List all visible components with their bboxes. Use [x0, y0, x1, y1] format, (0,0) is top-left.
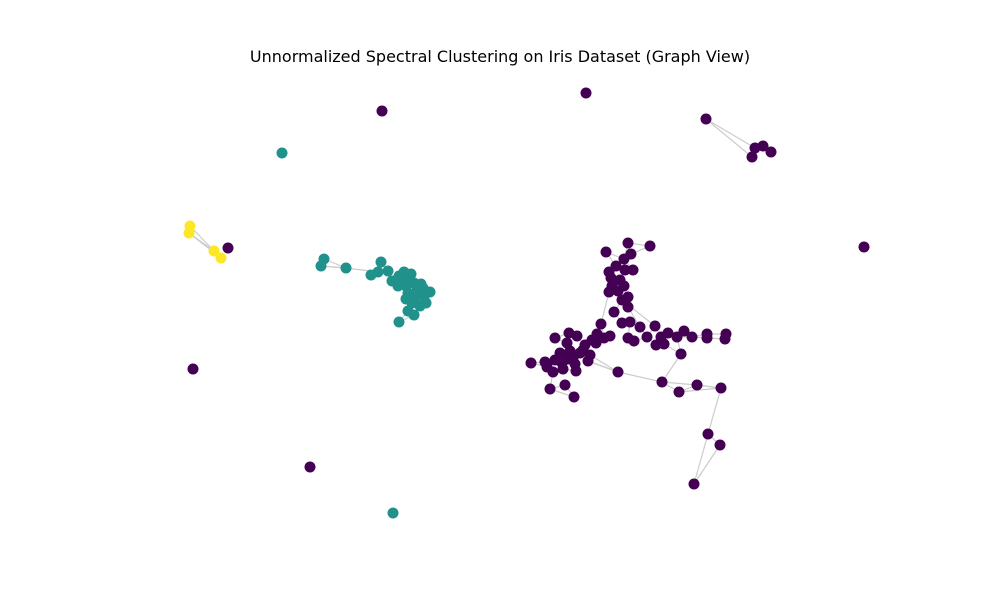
graph-node-cluster-0	[675, 348, 687, 360]
graph-node-cluster-0	[603, 286, 615, 298]
graph-node-cluster-0	[580, 87, 592, 99]
graph-node-cluster-0	[590, 337, 602, 349]
graph-node-cluster-1	[375, 256, 387, 268]
graph-node-cluster-0	[376, 105, 388, 117]
graph-node-cluster-0	[702, 428, 714, 440]
graph-node-cluster-0	[691, 379, 703, 391]
graph-node-cluster-0	[757, 140, 769, 152]
graph-edge	[707, 387, 722, 435]
graph-node-cluster-0	[700, 113, 712, 125]
graph-node-cluster-0	[746, 151, 758, 163]
graph-node-cluster-0	[686, 331, 698, 343]
graph-node-cluster-2	[183, 227, 195, 239]
graph-node-cluster-0	[719, 333, 731, 345]
graph-node-cluster-0	[598, 332, 610, 344]
graph-node-cluster-0	[688, 478, 700, 490]
graph-node-cluster-0	[612, 366, 624, 378]
graph-node-cluster-0	[544, 383, 556, 395]
graph-node-cluster-0	[547, 366, 559, 378]
graph-node-cluster-0	[525, 357, 537, 369]
graph-node-cluster-0	[304, 461, 316, 473]
graph-node-cluster-1	[318, 253, 330, 265]
graph-node-cluster-0	[608, 306, 620, 318]
graph-node-cluster-0	[622, 332, 634, 344]
graph-edge	[661, 381, 698, 386]
graph-node-cluster-0	[616, 294, 628, 306]
graph-node-cluster-0	[715, 382, 727, 394]
graph-node-cluster-2	[215, 252, 227, 264]
graph-nodes	[183, 87, 870, 519]
graph-node-cluster-0	[641, 331, 653, 343]
graph-node-cluster-0	[858, 241, 870, 253]
graph-node-cluster-0	[619, 264, 631, 276]
graph-node-cluster-0	[714, 439, 726, 451]
graph-node-cluster-0	[616, 317, 628, 329]
graph-edges	[188, 118, 772, 485]
graph-edge	[693, 444, 721, 485]
graph-node-cluster-0	[222, 242, 234, 254]
graph-node-cluster-2	[208, 245, 220, 257]
graph-node-cluster-1	[276, 147, 288, 159]
graph-node-cluster-0	[605, 272, 617, 284]
graph-node-cluster-0	[765, 146, 777, 158]
graph-node-cluster-0	[549, 332, 561, 344]
graph-node-cluster-0	[627, 264, 639, 276]
graph-node-cluster-0	[634, 321, 646, 333]
graph-edge	[705, 118, 753, 158]
graph-node-cluster-0	[595, 318, 607, 330]
graph-node-cluster-0	[656, 376, 668, 388]
graph-node-cluster-1	[372, 266, 384, 278]
graph-node-cluster-0	[618, 253, 630, 265]
graph-node-cluster-0	[600, 246, 612, 258]
graph-edge	[661, 353, 682, 383]
graph-node-cluster-0	[557, 363, 569, 375]
graph-node-cluster-1	[389, 275, 401, 287]
graph-node-cluster-1	[340, 262, 352, 274]
graph-node-cluster-1	[393, 316, 405, 328]
graph-node-cluster-0	[624, 316, 636, 328]
graph-node-cluster-0	[658, 338, 670, 350]
graph-node-cluster-1	[400, 293, 412, 305]
graph-edge	[678, 387, 722, 393]
chart-title: Unnormalized Spectral Clustering on Iris…	[249, 47, 751, 66]
graph-node-cluster-1	[387, 507, 399, 519]
graph-node-cluster-0	[567, 352, 579, 364]
graph-node-cluster-0	[559, 379, 571, 391]
graph-node-cluster-0	[649, 320, 661, 332]
graph-node-cluster-1	[417, 282, 429, 294]
graph-node-cluster-0	[571, 330, 583, 342]
graph-node-cluster-0	[701, 332, 713, 344]
graph-node-cluster-0	[570, 365, 582, 377]
graph-node-cluster-0	[673, 386, 685, 398]
graph-edge	[617, 371, 663, 383]
graph-node-cluster-0	[612, 285, 624, 297]
graph-node-cluster-1	[420, 297, 432, 309]
graph-node-cluster-0	[584, 349, 596, 361]
graph-edge	[189, 225, 215, 252]
graph-node-cluster-0	[622, 237, 634, 249]
graph-node-cluster-1	[408, 309, 420, 321]
graph-node-cluster-0	[671, 331, 683, 343]
graph-node-cluster-1	[404, 274, 416, 286]
graph-node-cluster-0	[650, 339, 662, 351]
graph-node-cluster-0	[644, 240, 656, 252]
graph-edge	[705, 118, 756, 149]
graph-node-cluster-0	[568, 391, 580, 403]
graph-node-cluster-1	[382, 265, 394, 277]
graph-node-cluster-0	[187, 363, 199, 375]
graph-edge	[693, 433, 709, 485]
